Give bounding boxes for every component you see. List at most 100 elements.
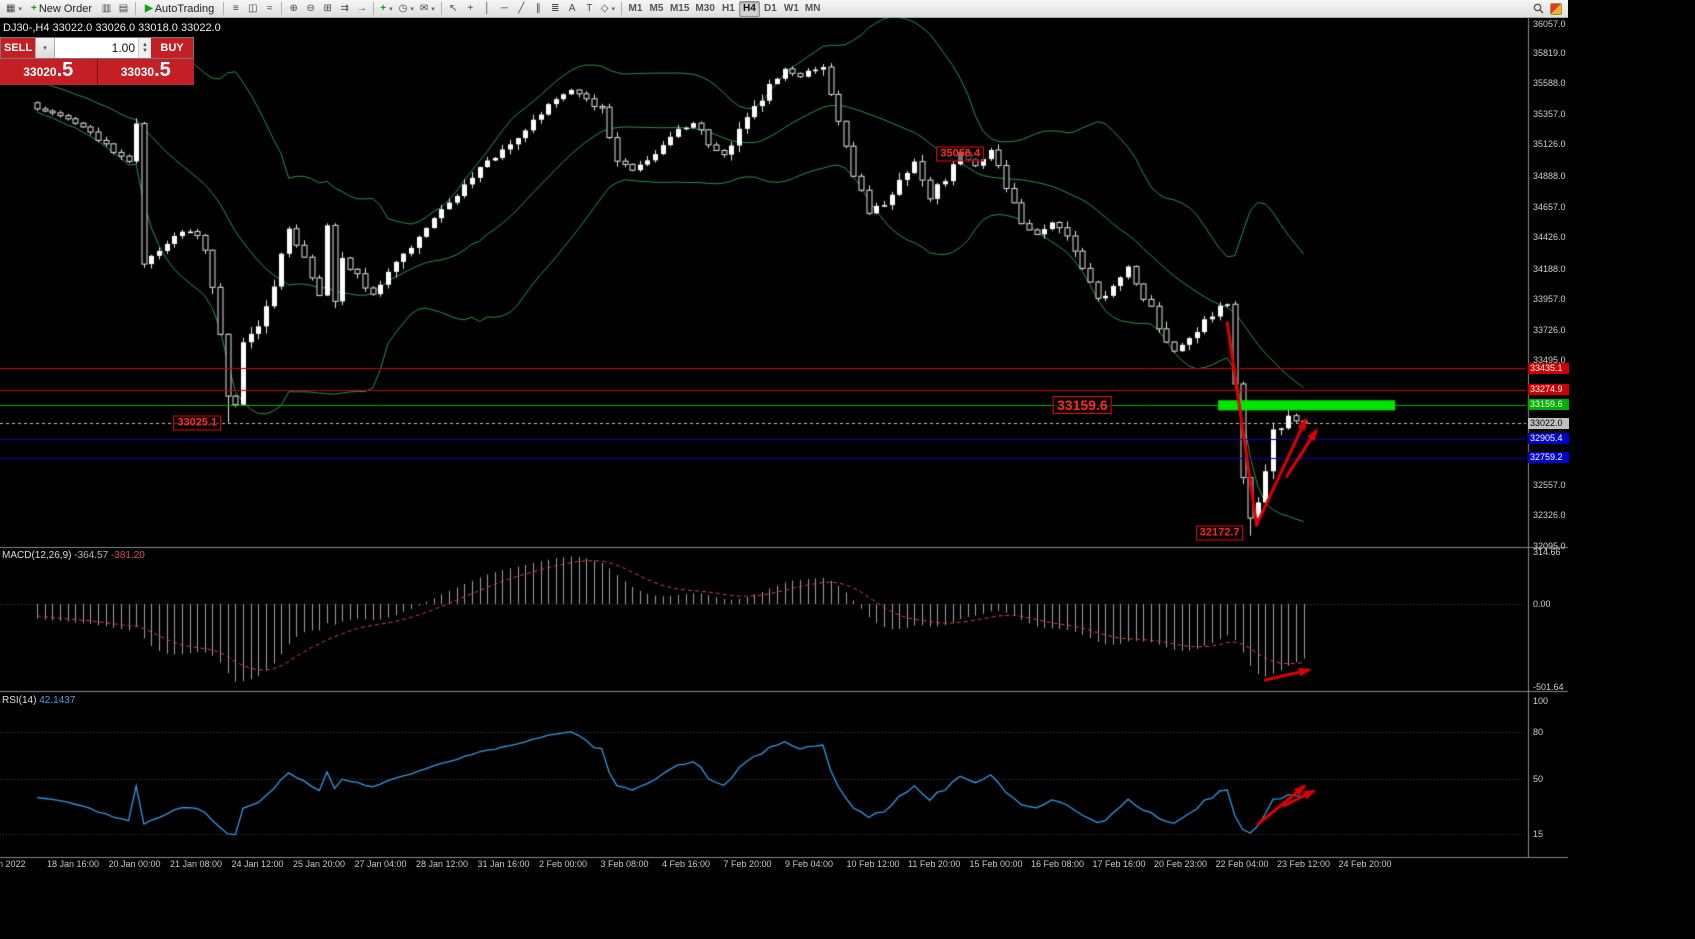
candlestick-mode-icon: ◫: [248, 2, 258, 14]
search-icon[interactable]: [1530, 1, 1547, 17]
sell-price-button[interactable]: 33020.5: [0, 59, 97, 85]
autotrading-button[interactable]: ▶ AutoTrading: [139, 1, 220, 17]
fibonacci-tool-icon: ≣: [551, 2, 560, 14]
bar-chart-mode-button[interactable]: ≡: [227, 1, 244, 17]
data-window-button[interactable]: ▤: [115, 1, 132, 17]
templates-icon: ✉: [419, 2, 429, 14]
price-axis-tick: 36057.0: [1533, 19, 1566, 29]
sell-button[interactable]: SELL: [1, 38, 35, 58]
rsi-value: 42.1437: [39, 695, 76, 706]
crosshair-tool-icon: +: [467, 2, 474, 14]
timeframe-m15[interactable]: M15: [669, 3, 690, 14]
line-chart-mode-button[interactable]: ≈: [261, 1, 278, 17]
sell-price-main: 33020: [23, 65, 57, 79]
spinner-down-icon[interactable]: ▼: [142, 48, 148, 54]
templates-dropdown-icon[interactable]: ▾: [431, 5, 435, 13]
line-chart-mode-icon: ≈: [266, 2, 273, 14]
timeframe-m1[interactable]: M1: [628, 3, 643, 14]
bar-chart-mode-icon: ≡: [232, 2, 239, 14]
new-chart-icon: ▦: [6, 2, 16, 14]
new-order-label: New Order: [38, 2, 92, 15]
time-axis-label: 20 Jan 00:00: [108, 859, 161, 869]
time-axis-label: 24 Jan 12:00: [231, 859, 284, 869]
chart-title-text: DJ30-,H4 33022.0 33026.0 33018.0 33022.0: [3, 22, 221, 34]
indicators-button[interactable]: + ▾: [377, 1, 395, 17]
new-order-button[interactable]: + New Order: [25, 1, 98, 17]
buy-price-main: 33030: [120, 65, 155, 79]
templates-button[interactable]: ✉ ▾: [417, 1, 438, 17]
timeframe-d1[interactable]: D1: [763, 3, 777, 14]
fibonacci-tool-button[interactable]: ≣: [547, 1, 564, 17]
volume-input[interactable]: [55, 38, 138, 58]
toolbar-separator: [620, 2, 622, 15]
new-order-icon: +: [30, 2, 37, 14]
periods-icon: ◷: [398, 2, 408, 14]
auto-scroll-button[interactable]: ⇉: [336, 1, 353, 17]
autotrading-icon: ▶: [145, 2, 153, 14]
tile-windows-button[interactable]: ⊞: [319, 1, 336, 17]
periods-button[interactable]: ◷ ▾: [396, 1, 417, 17]
timeframe-h1[interactable]: H1: [721, 3, 735, 14]
trade-panel-prices: 33020.5 33030.5: [0, 59, 194, 85]
periods-dropdown-icon[interactable]: ▾: [410, 5, 414, 13]
time-axis-label: 10 Feb 12:00: [846, 859, 900, 869]
price-annotation[interactable]: 32172.7: [1195, 525, 1244, 541]
price-axis-tick: 35357.0: [1533, 108, 1566, 119]
price-axis-tick: 34426.0: [1533, 232, 1566, 243]
price-level-tag: 33159.6: [1528, 399, 1569, 411]
time-axis-label: 23 Feb 12:00: [1277, 859, 1331, 869]
time-axis-label: 27 Jan 04:00: [354, 859, 407, 869]
macd-scale-label: 0.00: [1533, 599, 1551, 609]
spinner-up-icon[interactable]: ▲: [142, 42, 148, 48]
timeframe-mn[interactable]: MN: [804, 3, 821, 14]
price-annotation[interactable]: 33159.6: [1052, 395, 1112, 414]
cursor-tool-button[interactable]: ↖: [445, 1, 462, 17]
channel-tool-button[interactable]: ∥: [530, 1, 547, 17]
indicators-dropdown-icon[interactable]: ▾: [389, 5, 393, 13]
trendline-tool-icon: ╱: [518, 2, 525, 14]
price-axis-tick: 32095.0: [1533, 541, 1566, 551]
new-chart-button[interactable]: ▦ ▾: [3, 1, 25, 17]
buy-button[interactable]: BUY: [151, 38, 193, 58]
macd-scale-label: -501.64: [1533, 681, 1564, 692]
chart-shift-button[interactable]: →: [353, 1, 370, 17]
time-axis-label: 20 Feb 23:00: [1154, 859, 1208, 869]
timeframe-m5[interactable]: M5: [649, 3, 664, 14]
zoom-out-button[interactable]: ⊖: [302, 1, 319, 17]
volume-dropdown[interactable]: ▾: [35, 38, 55, 58]
toolbar: ▦ ▾ + New Order ▥ ▤ ▶ AutoTrading ≡ ◫ ≈ ⊕ ⊖ ⊞ ⇉ → + ▾ ◷ ▾ ✉ ▾…: [0, 0, 1568, 18]
new-chart-dropdown-icon[interactable]: ▾: [18, 5, 22, 13]
crosshair-tool-button[interactable]: +: [462, 1, 479, 17]
price-axis-tick: 34188.0: [1533, 263, 1566, 274]
shapes-tool-button[interactable]: ◇ ▾: [598, 1, 618, 17]
rsi-scale-label: 100: [1533, 696, 1549, 706]
rsi-indicator-label: RSI(14) 42.1437: [2, 695, 75, 706]
zoom-out-icon: ⊖: [306, 2, 315, 14]
rsi-scale-label: 15: [1533, 828, 1544, 839]
macd-name: MACD(12,26,9): [2, 550, 72, 561]
vertical-line-tool-button[interactable]: │: [479, 1, 496, 17]
timeframe-h4[interactable]: H4: [738, 0, 760, 17]
price-axis-tick: 35819.0: [1533, 47, 1566, 58]
toolbar-separator: [440, 2, 442, 15]
price-annotation[interactable]: 33025.1: [173, 415, 222, 431]
text-tool-button[interactable]: A: [564, 1, 581, 17]
zoom-in-button[interactable]: ⊕: [285, 1, 302, 17]
macd-main-value: -364.57: [74, 550, 109, 561]
arrows-tool-button[interactable]: T: [581, 1, 598, 17]
price-annotation[interactable]: 35056.4: [936, 146, 985, 162]
trendline-tool-button[interactable]: ╱: [513, 1, 530, 17]
app-logo-icon[interactable]: [1550, 2, 1562, 15]
toolbar-separator: [281, 2, 283, 15]
market-watch-button[interactable]: ▥: [98, 1, 115, 17]
shapes-tool-icon: ◇: [600, 2, 609, 14]
timeframe-w1[interactable]: W1: [783, 3, 799, 14]
timeframe-m30[interactable]: M30: [695, 3, 715, 14]
shapes-tool-dropdown-icon[interactable]: ▾: [611, 5, 615, 13]
volume-spinner[interactable]: ▲ ▼: [138, 38, 151, 58]
buy-price-button[interactable]: 33030.5: [96, 59, 194, 85]
candlestick-mode-button[interactable]: ◫: [244, 1, 261, 17]
horizontal-line-tool-button[interactable]: ─: [496, 1, 513, 17]
autotrading-label: AutoTrading: [154, 2, 215, 15]
